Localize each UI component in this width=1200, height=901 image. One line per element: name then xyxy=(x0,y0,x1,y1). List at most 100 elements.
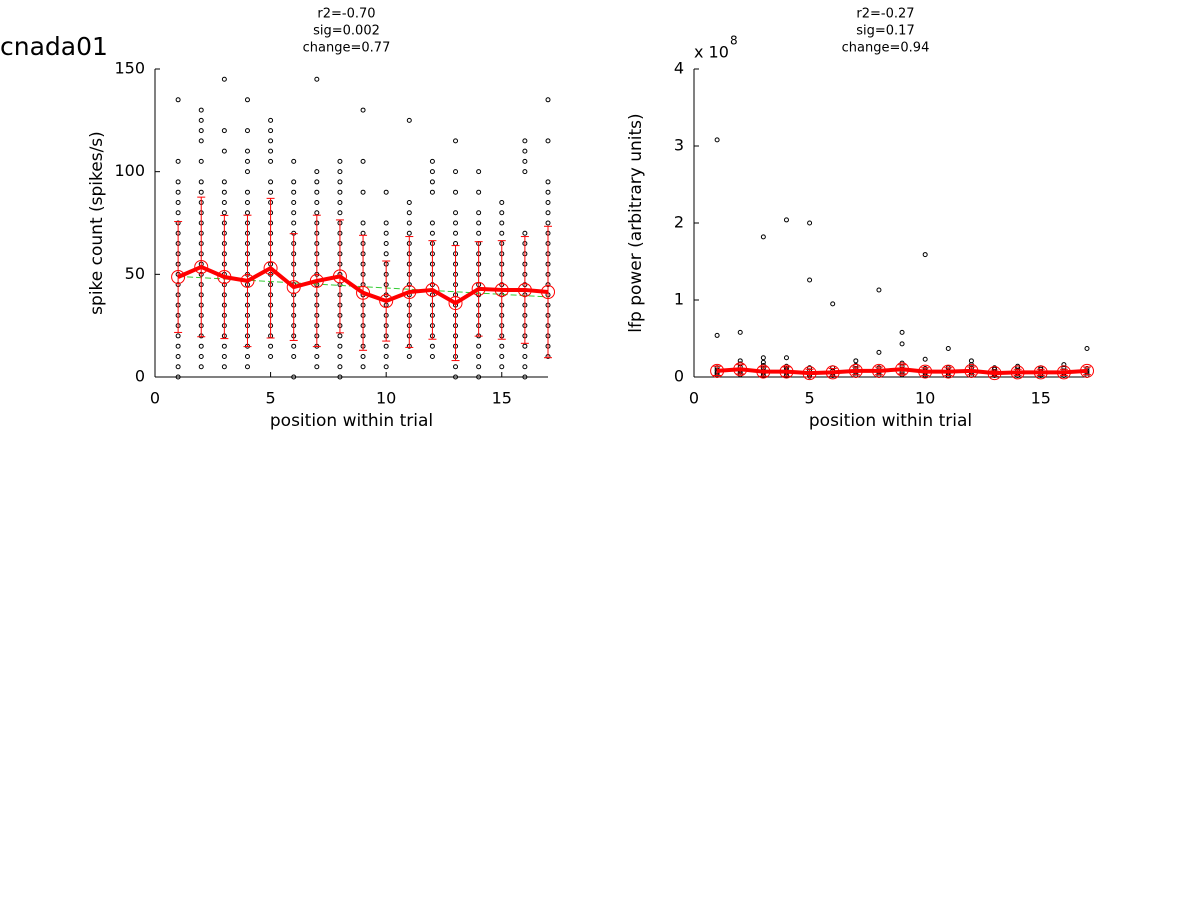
y-axis-label: lfp power (arbitrary units) xyxy=(626,113,646,332)
y-tick-label: 0 xyxy=(135,367,145,386)
data-point xyxy=(244,199,250,205)
data-point xyxy=(476,169,482,175)
data-point xyxy=(337,169,343,175)
y-tick-label: 3 xyxy=(674,136,684,155)
data-point xyxy=(198,117,204,123)
data-point xyxy=(268,138,274,144)
data-point xyxy=(922,252,928,258)
data-point xyxy=(406,353,412,359)
mean-marker xyxy=(286,280,301,295)
data-point xyxy=(314,169,320,175)
data-point xyxy=(337,333,343,339)
title-line: sig=0.002 xyxy=(313,24,380,39)
mean-marker xyxy=(541,284,555,299)
data-point xyxy=(737,329,743,335)
x-axis-label: position within trial xyxy=(809,411,972,431)
data-point xyxy=(453,230,459,236)
data-point xyxy=(175,374,181,380)
y-tick-label: 100 xyxy=(114,161,145,180)
mean-marker xyxy=(710,363,725,378)
figure-title: cnada01 xyxy=(0,32,108,61)
data-point xyxy=(268,353,274,359)
data-point xyxy=(175,189,181,195)
data-point xyxy=(1061,362,1067,368)
x-tick-label: 5 xyxy=(265,389,275,408)
data-point xyxy=(429,353,435,359)
data-point xyxy=(221,76,227,82)
data-point xyxy=(337,353,343,359)
y-tick-label: 0 xyxy=(674,367,684,386)
data-point xyxy=(383,189,389,195)
y-tick-label: 2 xyxy=(674,213,684,232)
data-point xyxy=(499,199,505,205)
data-point xyxy=(853,358,859,364)
data-point xyxy=(244,158,250,164)
title-line: change=0.77 xyxy=(303,41,391,56)
data-point xyxy=(337,210,343,216)
data-point xyxy=(314,179,320,185)
data-point xyxy=(198,107,204,113)
data-point xyxy=(198,179,204,185)
data-point xyxy=(453,210,459,216)
data-point xyxy=(522,353,528,359)
data-point xyxy=(291,179,297,185)
data-point xyxy=(783,217,789,223)
mean-marker xyxy=(494,282,509,297)
mean-marker xyxy=(402,284,417,299)
data-point xyxy=(522,169,528,175)
data-point xyxy=(429,220,435,226)
data-point xyxy=(522,230,528,236)
mean-marker xyxy=(1056,365,1071,380)
x-tick-label: 15 xyxy=(1031,389,1051,408)
data-point xyxy=(291,220,297,226)
data-point xyxy=(406,220,412,226)
mean-marker xyxy=(964,363,979,378)
data-point xyxy=(175,210,181,216)
data-point xyxy=(476,230,482,236)
data-point xyxy=(244,189,250,195)
data-point xyxy=(453,364,459,370)
mean-marker xyxy=(379,294,394,309)
data-point xyxy=(221,128,227,134)
data-point xyxy=(337,189,343,195)
data-point xyxy=(221,353,227,359)
mean-marker xyxy=(240,273,255,288)
mean-marker xyxy=(895,362,910,377)
mean-marker xyxy=(987,366,1002,381)
data-point xyxy=(760,234,766,240)
data-point xyxy=(291,158,297,164)
data-point xyxy=(876,287,882,293)
data-point xyxy=(522,148,528,154)
data-point xyxy=(268,343,274,349)
data-point xyxy=(221,189,227,195)
data-point xyxy=(314,353,320,359)
data-point xyxy=(198,353,204,359)
data-point xyxy=(360,107,366,113)
x-tick-label: 10 xyxy=(376,389,396,408)
data-point xyxy=(476,220,482,226)
mean-marker xyxy=(802,366,817,381)
data-point xyxy=(244,353,250,359)
data-point xyxy=(268,128,274,134)
data-point xyxy=(314,199,320,205)
mean-marker xyxy=(733,362,748,377)
data-point xyxy=(429,158,435,164)
data-point xyxy=(291,353,297,359)
data-point xyxy=(383,230,389,236)
data-point xyxy=(476,374,482,380)
y-exponent-label: x 10 xyxy=(694,43,729,62)
data-point xyxy=(476,210,482,216)
data-point xyxy=(360,189,366,195)
y-tick-label: 4 xyxy=(674,59,684,78)
data-point xyxy=(175,353,181,359)
data-point xyxy=(522,158,528,164)
data-point xyxy=(221,343,227,349)
mean-marker xyxy=(263,261,278,276)
data-point xyxy=(221,148,227,154)
data-point xyxy=(429,169,435,175)
x-axis-label: position within trial xyxy=(270,411,433,431)
data-point xyxy=(406,210,412,216)
mean-marker xyxy=(1010,365,1025,380)
